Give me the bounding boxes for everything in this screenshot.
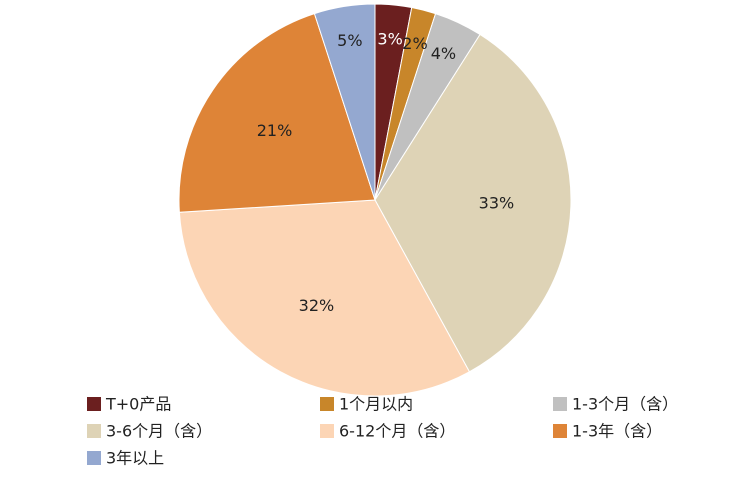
pie-slice — [313, 3, 376, 201]
data-label: 32% — [299, 296, 335, 315]
legend-swatch — [87, 424, 101, 438]
pie-slice — [178, 199, 471, 397]
legend-swatch — [87, 397, 101, 411]
legend-swatch — [553, 424, 567, 438]
legend-label: 6-12个月（含） — [339, 422, 455, 441]
legend-label: 1-3个月（含） — [572, 395, 678, 414]
data-label: 5% — [337, 31, 362, 50]
pie-slice — [178, 12, 376, 213]
data-label: 21% — [257, 121, 293, 140]
data-label: 2% — [402, 34, 427, 53]
legend-swatch — [553, 397, 567, 411]
data-label: 4% — [431, 44, 456, 63]
data-label: 33% — [479, 193, 515, 212]
legend-swatch — [320, 424, 334, 438]
pie-slice — [374, 33, 572, 373]
legend-swatch — [320, 397, 334, 411]
legend-label: 1-3年（含） — [572, 422, 662, 441]
legend-label: T+0产品 — [105, 395, 171, 414]
legend-label: 1个月以内 — [339, 395, 413, 414]
legend-swatch — [87, 451, 101, 465]
legend-label: 3年以上 — [106, 449, 164, 468]
data-label: 3% — [377, 29, 402, 48]
legend-label: 3-6个月（含） — [106, 422, 212, 441]
